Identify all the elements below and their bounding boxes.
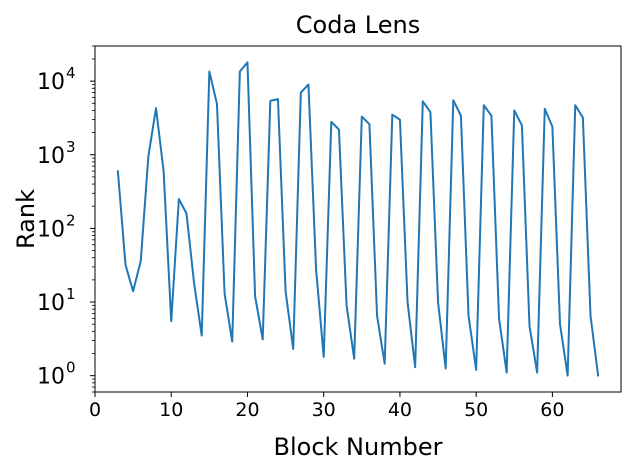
y-tick-base: 10 (37, 70, 65, 95)
x-tick-label: 40 (388, 399, 412, 421)
series-layer (116, 61, 600, 377)
y-tick-base: 10 (37, 144, 65, 169)
y-tick-base: 10 (37, 217, 65, 242)
x-tick-label: 30 (312, 399, 336, 421)
y-tick-base: 10 (37, 291, 65, 316)
x-axis-label: Block Number (274, 433, 443, 461)
x-tick-label: 50 (464, 399, 488, 421)
x-tick-label: 60 (540, 399, 564, 421)
y-tick-exponent: 1 (66, 285, 76, 303)
y-tick-exponent: 4 (66, 64, 76, 82)
y-tick-label: 10 (37, 217, 65, 242)
y-tick-label: 10 (37, 144, 65, 169)
series-line-0 (116, 61, 600, 377)
y-axis-label: Rank (12, 189, 40, 249)
y-tick-label: 10 (37, 365, 65, 390)
y-tick-base: 10 (37, 365, 65, 390)
x-axis: 0 10 20 30 40 50 60 (89, 392, 564, 421)
x-tick-label: 0 (89, 399, 101, 421)
y-tick-exponent: 3 (66, 138, 76, 156)
x-tick-label: 10 (159, 399, 183, 421)
y-tick-exponent: 2 (66, 211, 76, 229)
chart-title: Coda Lens (296, 11, 420, 39)
y-tick-label: 10 (37, 291, 65, 316)
x-tick-label: 20 (235, 399, 259, 421)
y-tick-exponent: 0 (66, 359, 76, 377)
plot-frame (94, 45, 622, 393)
y-tick-label: 10 (37, 70, 65, 95)
